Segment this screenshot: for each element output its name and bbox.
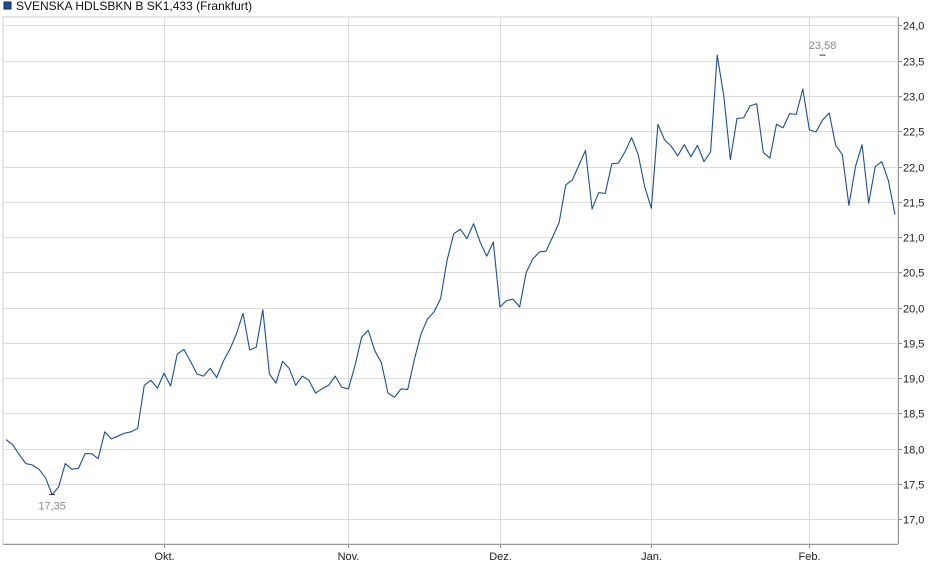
legend-swatch	[3, 1, 12, 10]
x-axis: Okt.Nov.Dez.Jan.Feb.März	[3, 544, 898, 563]
chart-title: SVENSKA HDLSBKN B SK1,433 (Frankfurt)	[16, 0, 252, 13]
y-tick-label: 17,0	[903, 515, 924, 527]
y-tick-label: 24,0	[903, 21, 924, 33]
y-tick-label: 21,5	[903, 198, 924, 210]
x-tick-label: Feb.	[798, 551, 820, 563]
plot-area	[2, 16, 899, 545]
series-group	[5, 54, 896, 496]
y-tick-label: 20,5	[903, 268, 924, 280]
y-tick-label: 19,0	[903, 374, 924, 386]
x-tick-label: Dez.	[489, 551, 512, 563]
y-tick-label: 23,0	[903, 92, 924, 104]
y-tick-label: 22,5	[903, 127, 924, 139]
annotations: 17,35 23,58	[38, 40, 836, 513]
y-tick-label: 23,5	[903, 57, 924, 69]
x-tick-label: Nov.	[338, 551, 360, 563]
low-value-label: 17,35	[38, 501, 66, 513]
x-tick-label: Jan.	[641, 551, 662, 563]
y-axis: 17,0 17,5 18,0 18,5 19,0 19,5 20,0 20,5 21,0 21,5…	[898, 17, 924, 544]
legend: SVENSKA HDLSBKN B SK1,433 (Frankfurt)	[3, 0, 252, 13]
y-tick-label: 21,0	[903, 233, 924, 245]
price-line	[5, 54, 896, 496]
y-tick-label: 18,0	[903, 445, 924, 457]
y-tick-label: 19,5	[903, 339, 924, 351]
x-tick-label: Okt.	[154, 551, 174, 563]
y-tick-label: 22,0	[903, 163, 924, 175]
y-tick-label: 18,5	[903, 409, 924, 421]
grid	[3, 17, 898, 544]
high-value-label: 23,58	[809, 40, 837, 52]
y-tick-label: 20,0	[903, 304, 924, 316]
y-tick-label: 17,5	[903, 480, 924, 492]
